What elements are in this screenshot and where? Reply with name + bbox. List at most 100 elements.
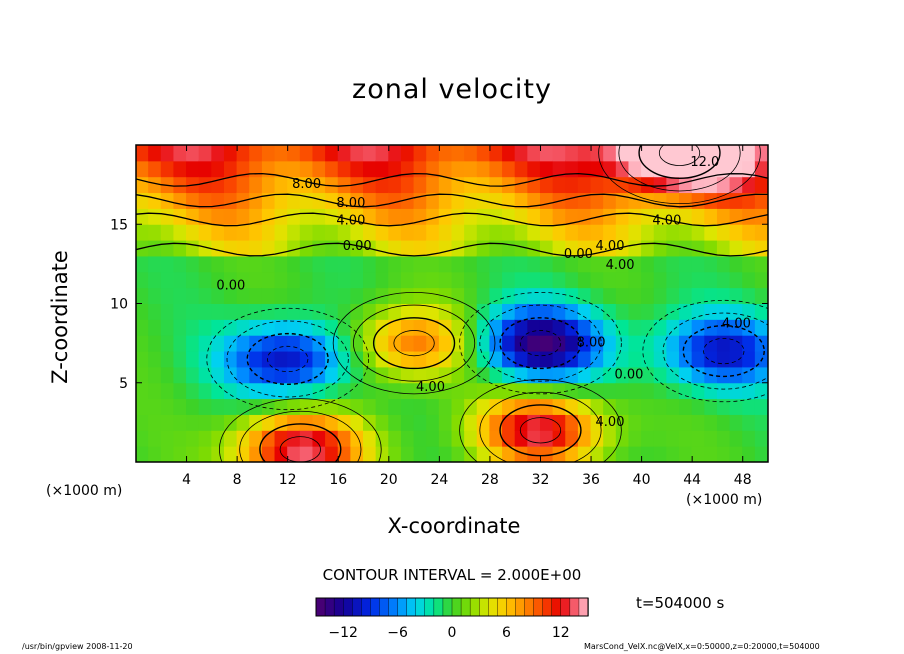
field-cell xyxy=(173,303,188,320)
colorbar-segment xyxy=(551,597,562,617)
field-cell xyxy=(211,271,225,289)
field-cell xyxy=(628,239,643,257)
colorbar-segment xyxy=(524,597,535,617)
field-cell xyxy=(350,192,365,209)
field-cell xyxy=(223,145,238,162)
field-cell xyxy=(502,287,516,304)
field-cell xyxy=(413,398,428,415)
field-cell xyxy=(603,176,617,194)
field-cell xyxy=(565,176,579,194)
field-cell xyxy=(704,445,718,462)
field-cell xyxy=(274,429,289,447)
contour-line xyxy=(206,307,369,411)
field-cell xyxy=(211,382,225,400)
field-cell xyxy=(577,334,592,352)
field-cell xyxy=(249,192,263,209)
field-cell xyxy=(148,382,162,400)
field-cell xyxy=(160,318,175,336)
field-cell xyxy=(438,207,453,225)
field-cell xyxy=(148,145,162,162)
field-cell xyxy=(186,413,200,431)
field-cell xyxy=(363,176,377,194)
field-cell xyxy=(173,255,188,273)
field-cell xyxy=(261,398,276,415)
field-cell xyxy=(413,160,428,178)
field-cell xyxy=(249,303,263,320)
field-cell xyxy=(514,160,529,178)
footer-left: /usr/bin/gpview 2008-11-20 xyxy=(22,642,133,651)
field-cell xyxy=(628,429,643,447)
field-cell xyxy=(641,207,655,225)
field-cell xyxy=(716,239,731,257)
field-cell xyxy=(742,303,756,320)
field-cell xyxy=(742,255,756,273)
field-cell xyxy=(375,255,390,273)
field-cell xyxy=(249,145,263,162)
field-cell xyxy=(590,398,605,415)
x-tick-label: 4 xyxy=(182,472,191,488)
field-cell xyxy=(464,318,478,336)
field-cell xyxy=(641,255,655,273)
field-cell xyxy=(552,145,567,162)
field-cell xyxy=(565,445,579,462)
field-cell xyxy=(223,398,238,415)
field-cell xyxy=(261,287,276,304)
field-cell xyxy=(198,445,213,462)
field-cell xyxy=(577,223,592,241)
field-cell xyxy=(274,303,289,320)
field-cell xyxy=(641,287,655,304)
field-cell xyxy=(514,350,529,368)
field-cell xyxy=(527,398,541,415)
field-cell xyxy=(413,429,428,447)
field-cell xyxy=(287,429,301,447)
field-cell xyxy=(603,145,617,162)
field-cell xyxy=(565,145,579,162)
field-cell xyxy=(261,350,276,368)
field-cell xyxy=(363,207,377,225)
field-cell xyxy=(514,176,529,194)
field-cell xyxy=(514,429,529,447)
field-cell xyxy=(186,207,200,225)
field-cell xyxy=(261,303,276,320)
field-cell xyxy=(502,255,516,273)
field-cell xyxy=(388,350,402,368)
field-cell xyxy=(729,287,744,304)
field-cell xyxy=(236,350,251,368)
field-cell xyxy=(716,366,731,384)
field-cell xyxy=(325,303,339,320)
field-cell xyxy=(653,350,668,368)
field-cell xyxy=(451,350,466,368)
field-cell xyxy=(426,398,440,415)
field-cell xyxy=(666,398,681,415)
field-cell xyxy=(489,176,504,194)
field-cell xyxy=(325,223,339,241)
field-cell xyxy=(615,350,630,368)
field-cell xyxy=(186,255,200,273)
field-cell xyxy=(679,366,693,384)
field-cell xyxy=(375,287,390,304)
field-cell xyxy=(552,303,567,320)
field-cell xyxy=(375,334,390,352)
field-cell xyxy=(287,287,301,304)
field-cell xyxy=(742,192,756,209)
field-cell xyxy=(413,366,428,384)
field-cell xyxy=(615,223,630,241)
field-cell xyxy=(299,160,314,178)
field-cell xyxy=(514,398,529,415)
field-cell xyxy=(426,176,440,194)
field-cell xyxy=(603,398,617,415)
field-cell xyxy=(274,271,289,289)
field-cell xyxy=(577,145,592,162)
field-cell xyxy=(325,366,339,384)
contour-line xyxy=(479,391,602,462)
field-cell xyxy=(552,223,567,241)
field-cell xyxy=(514,366,529,384)
field-cell xyxy=(514,223,529,241)
field-cell xyxy=(729,255,744,273)
field-cell xyxy=(287,223,301,241)
field-cell xyxy=(527,413,541,431)
field-cell xyxy=(375,223,390,241)
field-cell xyxy=(603,334,617,352)
field-cell xyxy=(312,318,327,336)
colorbar-tick-label: −6 xyxy=(387,625,408,641)
